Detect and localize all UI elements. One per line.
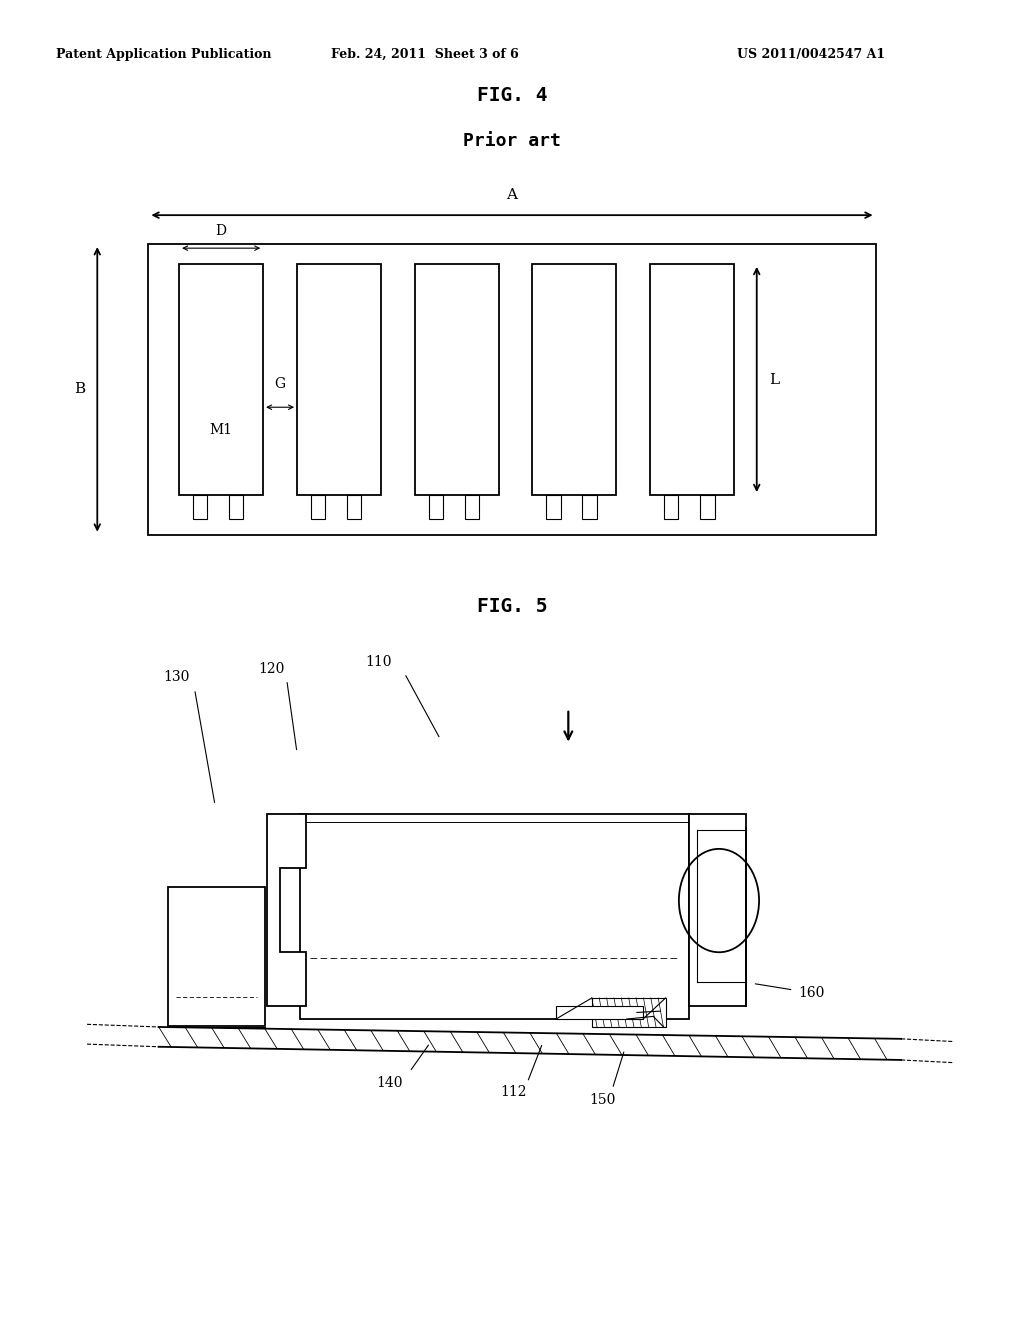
Bar <box>592 998 666 1027</box>
Text: D: D <box>216 223 226 238</box>
Bar <box>179 264 263 495</box>
Text: B: B <box>74 383 85 396</box>
Bar <box>148 244 876 535</box>
Bar <box>168 887 265 1026</box>
Text: A: A <box>507 187 517 202</box>
Text: 110: 110 <box>366 655 392 669</box>
Bar <box>311 495 326 519</box>
Bar <box>297 264 381 495</box>
Bar <box>347 495 361 519</box>
Polygon shape <box>267 814 306 1006</box>
Bar <box>532 264 616 495</box>
Bar <box>465 495 479 519</box>
Text: G: G <box>274 378 286 391</box>
Text: US 2011/0042547 A1: US 2011/0042547 A1 <box>737 48 886 61</box>
Bar <box>650 264 734 495</box>
Bar <box>193 495 207 519</box>
Bar <box>429 495 443 519</box>
Bar <box>592 998 666 1027</box>
Bar <box>664 495 678 519</box>
Text: 140: 140 <box>376 1076 402 1090</box>
Bar <box>547 495 561 519</box>
Text: M1: M1 <box>210 424 232 437</box>
Bar <box>229 495 244 519</box>
Text: Prior art: Prior art <box>463 132 561 150</box>
Bar <box>700 495 715 519</box>
Bar <box>415 264 499 495</box>
Text: L: L <box>769 372 779 387</box>
Text: 150: 150 <box>589 1093 615 1107</box>
Text: Patent Application Publication: Patent Application Publication <box>56 48 271 61</box>
Text: 112: 112 <box>501 1085 527 1100</box>
Bar <box>556 1006 643 1019</box>
Text: 130: 130 <box>163 669 189 684</box>
Text: FIG. 4: FIG. 4 <box>477 86 547 104</box>
Text: Feb. 24, 2011  Sheet 3 of 6: Feb. 24, 2011 Sheet 3 of 6 <box>331 48 519 61</box>
Text: 160: 160 <box>799 986 825 999</box>
Bar <box>689 814 746 1006</box>
Bar <box>300 814 689 1019</box>
Text: FIG. 5: FIG. 5 <box>477 597 547 615</box>
Bar <box>583 495 597 519</box>
Text: 120: 120 <box>258 661 285 676</box>
